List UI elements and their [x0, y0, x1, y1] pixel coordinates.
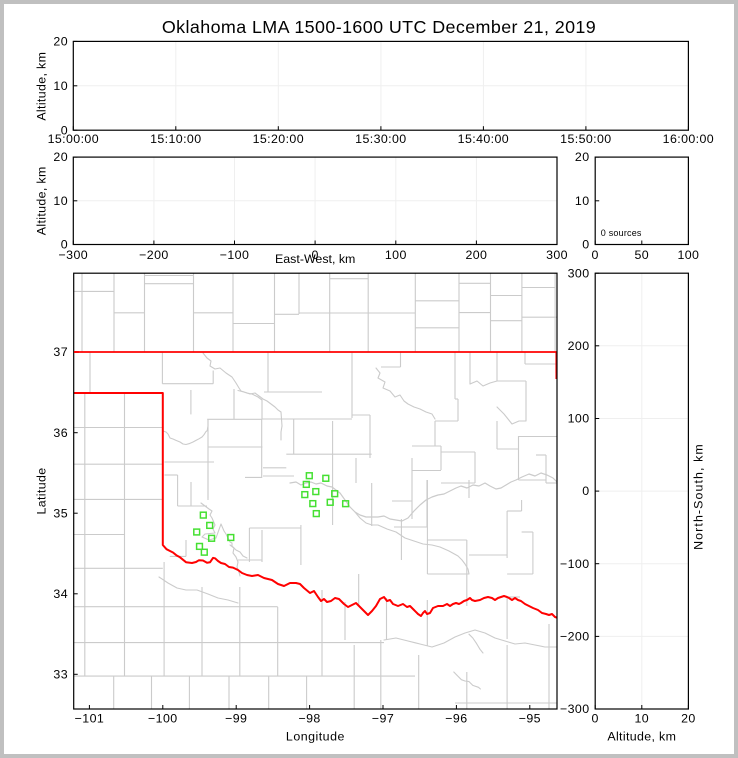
svg-text:200: 200 [568, 339, 590, 353]
svg-text:10: 10 [635, 712, 650, 726]
svg-text:15:10:00: 15:10:00 [150, 132, 201, 146]
svg-text:−100: −100 [220, 248, 250, 262]
svg-text:36: 36 [53, 426, 68, 440]
svg-text:100: 100 [568, 412, 590, 426]
svg-text:−100: −100 [560, 557, 590, 571]
svg-text:0: 0 [582, 238, 589, 252]
svg-text:10: 10 [575, 194, 590, 208]
svg-text:−100: −100 [148, 712, 178, 726]
svg-text:−101: −101 [75, 712, 105, 726]
svg-text:−95: −95 [519, 712, 541, 726]
svg-text:10: 10 [53, 194, 68, 208]
svg-text:Latitude: Latitude [34, 468, 48, 515]
svg-text:0: 0 [311, 248, 318, 262]
svg-text:0: 0 [61, 238, 68, 252]
svg-text:15:20:00: 15:20:00 [253, 132, 304, 146]
svg-text:15:30:00: 15:30:00 [355, 132, 406, 146]
svg-text:300: 300 [546, 248, 568, 262]
svg-text:Altitude, km: Altitude, km [34, 52, 48, 121]
svg-text:100: 100 [677, 248, 699, 262]
svg-text:Altitude, km: Altitude, km [607, 730, 676, 744]
svg-text:10: 10 [53, 79, 68, 93]
svg-text:50: 50 [635, 248, 650, 262]
svg-text:−200: −200 [139, 248, 169, 262]
svg-text:20: 20 [575, 150, 590, 164]
svg-text:−300: −300 [59, 248, 89, 262]
svg-text:15:50:00: 15:50:00 [560, 132, 611, 146]
svg-text:Altitude, km: Altitude, km [34, 166, 48, 235]
svg-text:33: 33 [53, 667, 68, 681]
svg-text:−97: −97 [372, 712, 394, 726]
svg-text:200: 200 [465, 248, 487, 262]
svg-text:−99: −99 [225, 712, 247, 726]
svg-text:−300: −300 [560, 702, 590, 716]
svg-text:34: 34 [53, 587, 68, 601]
svg-text:−200: −200 [560, 630, 590, 644]
svg-text:20: 20 [53, 150, 68, 164]
svg-text:−98: −98 [298, 712, 320, 726]
svg-text:300: 300 [568, 266, 590, 280]
svg-text:0: 0 [582, 484, 589, 498]
svg-text:−96: −96 [445, 712, 467, 726]
svg-text:East-West, km: East-West, km [275, 252, 355, 266]
svg-text:0: 0 [592, 712, 599, 726]
svg-text:15:40:00: 15:40:00 [458, 132, 509, 146]
svg-text:0 sources: 0 sources [601, 228, 642, 238]
svg-text:0: 0 [592, 248, 599, 262]
svg-text:20: 20 [53, 35, 68, 49]
svg-text:Longitude: Longitude [286, 730, 345, 744]
svg-text:100: 100 [385, 248, 407, 262]
svg-text:15:00:00: 15:00:00 [48, 132, 99, 146]
svg-text:0: 0 [61, 123, 68, 137]
svg-text:North-South, km: North-South, km [692, 443, 706, 550]
svg-text:Oklahoma LMA 1500-1600 UTC Dec: Oklahoma LMA 1500-1600 UTC December 21, … [162, 17, 596, 37]
svg-text:20: 20 [681, 712, 696, 726]
svg-text:35: 35 [53, 506, 68, 520]
svg-text:16:00:00: 16:00:00 [663, 132, 714, 146]
svg-text:37: 37 [53, 345, 68, 359]
